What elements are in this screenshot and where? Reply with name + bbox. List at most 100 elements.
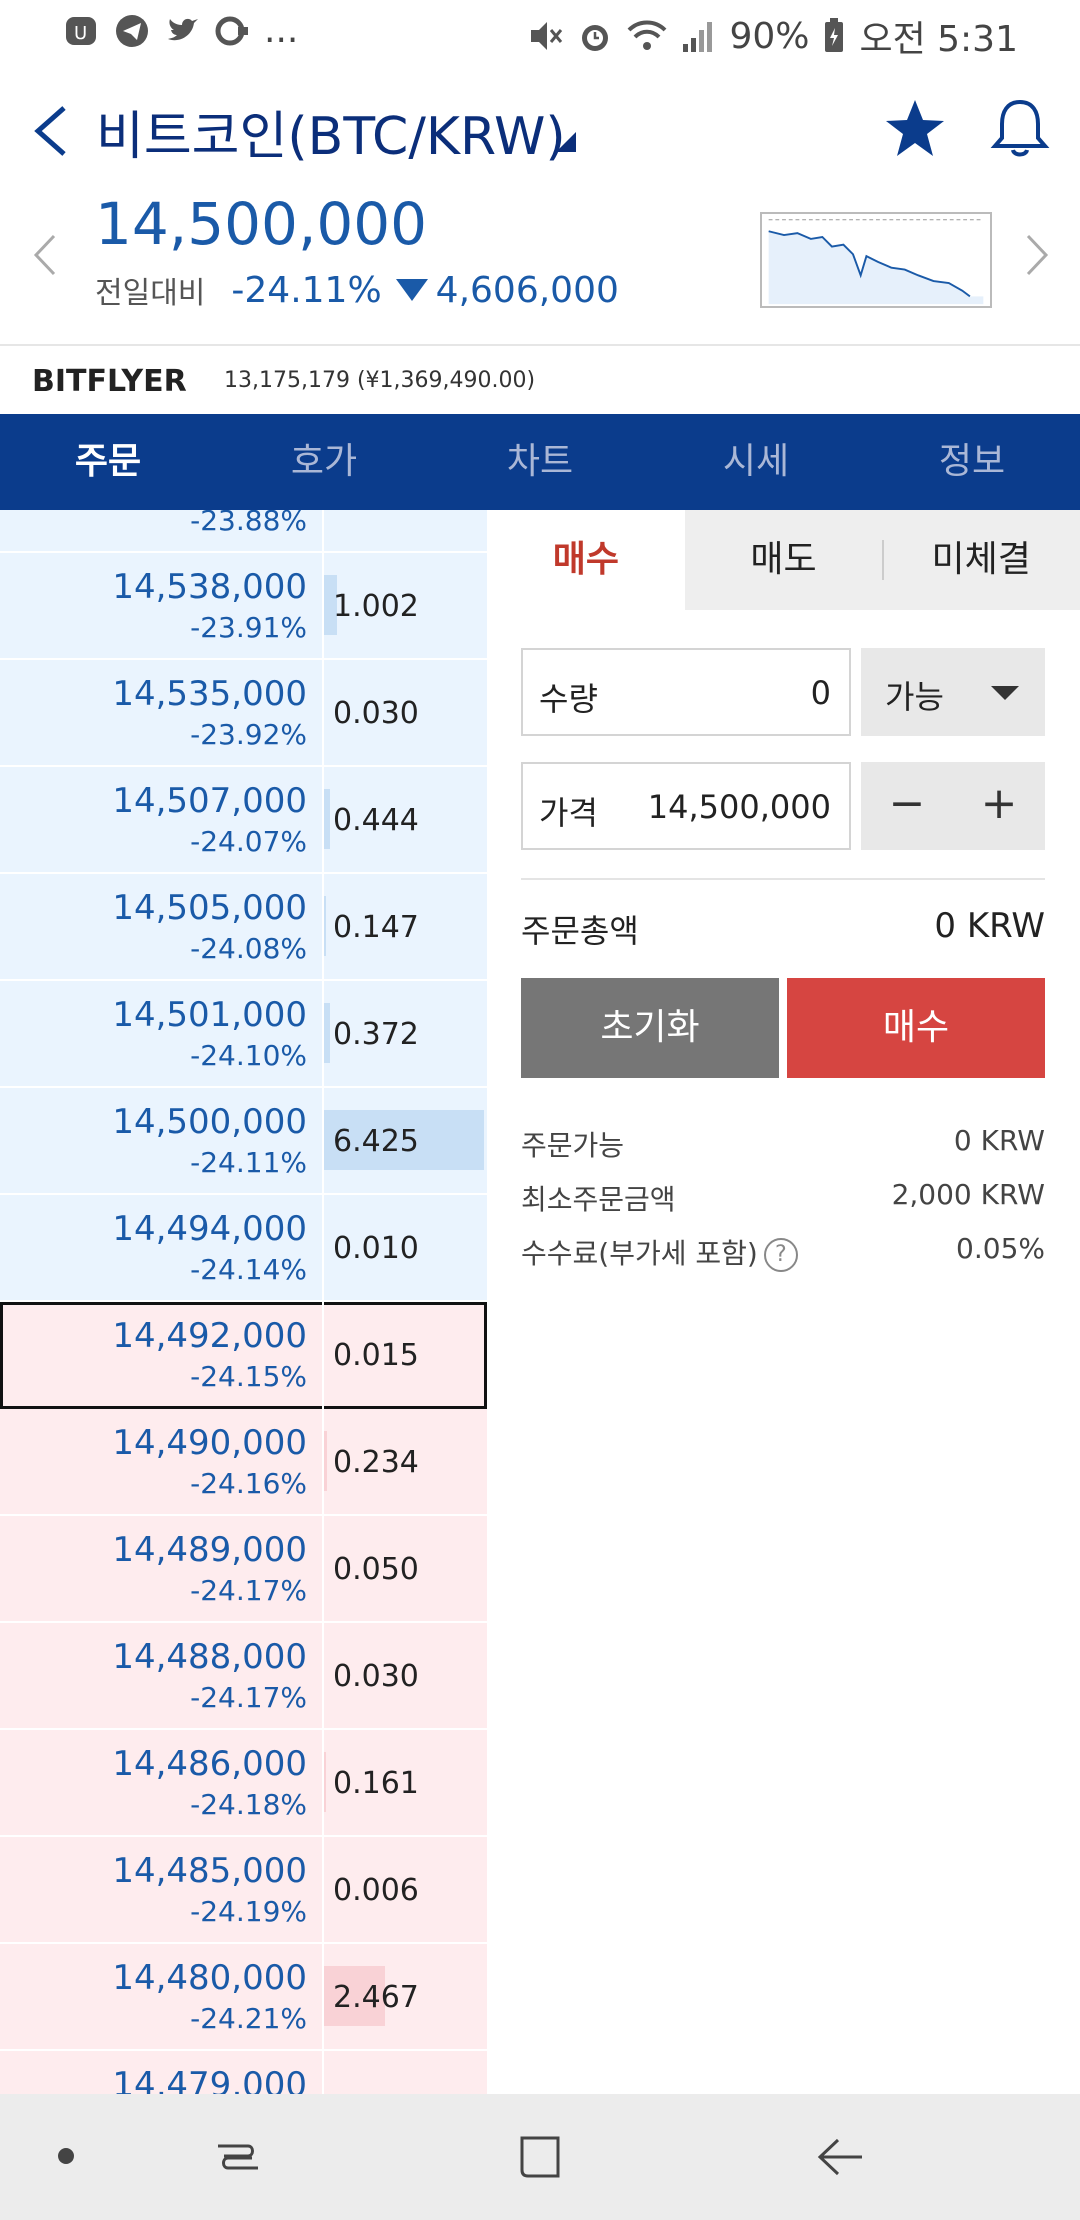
alarm-icon bbox=[582, 25, 609, 51]
order-book-row[interactable]: 14,505,000 -24.08% 0.147 bbox=[0, 874, 487, 981]
order-book-row[interactable]: 14,500,000 -24.11% 6.425 bbox=[0, 1088, 487, 1195]
order-price-percent: -24.10% bbox=[190, 1039, 307, 1072]
column-divider bbox=[322, 1088, 324, 1195]
order-quantity: 2.467 bbox=[333, 1980, 419, 2015]
quantity-value[interactable]: 0 bbox=[810, 674, 831, 712]
tab-chart[interactable]: 차트 bbox=[506, 441, 574, 482]
chevron-right-icon[interactable] bbox=[1022, 230, 1052, 280]
info-fee-value: 0.05% bbox=[956, 1232, 1045, 1265]
order-quantity: 0.015 bbox=[333, 1338, 419, 1373]
nav-dot-icon[interactable] bbox=[58, 2148, 74, 2164]
order-book-row[interactable]: 14,538,000 -23.91% 1.002 bbox=[0, 553, 487, 660]
info-min-order-label: 최소주문금액 bbox=[521, 1183, 676, 1216]
info-available-label: 주문가능 bbox=[521, 1129, 625, 1162]
order-quantity: 0.444 bbox=[333, 803, 419, 838]
home-icon[interactable] bbox=[512, 2132, 568, 2182]
order-book-row[interactable]: 14,480,000 -24.21% 2.467 bbox=[0, 1944, 487, 2051]
tab-orderbook[interactable]: 호가 bbox=[290, 441, 358, 482]
title-dropdown-icon[interactable] bbox=[556, 132, 576, 152]
svg-text:U: U bbox=[74, 23, 87, 44]
tab-info[interactable]: 정보 bbox=[938, 441, 1006, 482]
price-label: 가격 bbox=[539, 794, 598, 832]
order-book-row[interactable]: 14,488,000 -24.17% 0.030 bbox=[0, 1623, 487, 1730]
quantity-field[interactable]: 수량 0 bbox=[521, 648, 851, 736]
order-book-row[interactable]: 14,486,000 -24.18% 0.161 bbox=[0, 1730, 487, 1837]
price-value[interactable]: 14,500,000 bbox=[647, 788, 831, 826]
column-divider bbox=[322, 1302, 324, 1409]
down-arrow-icon bbox=[395, 279, 428, 301]
order-book-row[interactable]: 14,494,000 -24.14% 0.010 bbox=[0, 1195, 487, 1302]
wifi-icon bbox=[628, 20, 667, 50]
twitter-icon bbox=[168, 18, 198, 40]
order-price: 14,505,000 bbox=[112, 888, 307, 928]
order-book-partial-row: -23.88% bbox=[0, 510, 487, 553]
order-price: 14,489,000 bbox=[112, 1530, 307, 1570]
column-divider bbox=[322, 1409, 324, 1516]
tab-buy[interactable]: 매수 bbox=[487, 510, 685, 610]
coin-title[interactable]: 비트코인(BTC/KRW) bbox=[96, 107, 566, 167]
order-price: 14,535,000 bbox=[112, 674, 307, 714]
compare-label: 전일대비 bbox=[95, 276, 206, 311]
order-book-row[interactable]: 14,535,000 -23.92% 0.030 bbox=[0, 660, 487, 767]
order-price: 14,507,000 bbox=[112, 781, 307, 821]
available-select[interactable]: 가능 bbox=[861, 648, 1045, 736]
buy-button[interactable]: 매수 bbox=[787, 978, 1045, 1078]
chevron-left-icon[interactable] bbox=[30, 230, 60, 280]
tab-open-orders[interactable]: 미체결 bbox=[882, 510, 1080, 610]
quantity-bar bbox=[324, 575, 337, 635]
column-divider bbox=[322, 553, 324, 660]
order-price: 14,480,000 bbox=[112, 1958, 307, 1998]
order-book-row[interactable]: 14,479,000 bbox=[0, 2051, 487, 2094]
system-nav-bar bbox=[0, 2094, 1080, 2220]
status-more-indicator: ... bbox=[264, 10, 299, 51]
favorite-star-icon[interactable] bbox=[880, 94, 950, 164]
order-book-row[interactable]: 14,489,000 -24.17% 0.050 bbox=[0, 1516, 487, 1623]
column-divider bbox=[322, 1730, 324, 1837]
clock: 오전 5:31 bbox=[859, 19, 1018, 60]
order-price-percent: -24.16% bbox=[190, 1467, 307, 1500]
order-quantity: 6.425 bbox=[333, 1124, 419, 1159]
change-percent: -24.11% bbox=[231, 269, 382, 311]
recent-apps-icon[interactable] bbox=[210, 2132, 266, 2182]
order-price-percent: -24.11% bbox=[190, 1146, 307, 1179]
price-change: 전일대비 -24.11% 4,606,000 bbox=[95, 268, 619, 312]
main-tabs: 주문 호가 차트 시세 정보 bbox=[0, 414, 1080, 510]
back-icon[interactable] bbox=[24, 96, 84, 166]
reference-exchange: BITFLYER 13,175,179 (¥1,369,490.00) bbox=[0, 344, 1080, 414]
signal-icon bbox=[683, 22, 713, 52]
tab-separator bbox=[882, 540, 884, 580]
price-increase-button[interactable]: + bbox=[953, 762, 1045, 850]
help-icon[interactable]: ? bbox=[763, 1238, 798, 1272]
info-fee: 수수료(부가세 포함)? 0.05% bbox=[521, 1232, 1045, 1276]
order-price-percent: -24.17% bbox=[190, 1574, 307, 1607]
tab-market[interactable]: 시세 bbox=[722, 441, 790, 482]
order-book[interactable]: -23.88% 14,538,000 -23.91% 1.002 14,535,000… bbox=[0, 510, 487, 2094]
tab-sell[interactable]: 매도 bbox=[684, 510, 883, 610]
info-fee-label-wrap: 수수료(부가세 포함)? bbox=[521, 1232, 798, 1272]
battery-percent: 90% bbox=[729, 15, 810, 57]
order-book-row[interactable]: 14,507,000 -24.07% 0.444 bbox=[0, 767, 487, 874]
sync-icon bbox=[215, 16, 248, 45]
price-field[interactable]: 가격 14,500,000 bbox=[521, 762, 851, 850]
column-divider bbox=[322, 2051, 324, 2094]
reset-button[interactable]: 초기화 bbox=[521, 978, 779, 1078]
mini-price-chart[interactable] bbox=[760, 212, 992, 308]
order-book-row[interactable]: 14,485,000 -24.19% 0.006 bbox=[0, 1837, 487, 1944]
column-divider bbox=[322, 1195, 324, 1302]
price-decrease-button[interactable]: − bbox=[861, 762, 953, 850]
order-price-percent: -23.92% bbox=[190, 718, 307, 751]
column-divider bbox=[322, 1623, 324, 1730]
order-book-row[interactable]: 14,492,000 -24.15% 0.015 bbox=[0, 1302, 487, 1409]
reference-exchange-name: BITFLYER bbox=[32, 364, 187, 399]
tab-order[interactable]: 주문 bbox=[74, 441, 142, 482]
system-back-icon[interactable] bbox=[812, 2132, 868, 2182]
order-book-row[interactable]: 14,501,000 -24.10% 0.372 bbox=[0, 981, 487, 1088]
order-quantity: 0.006 bbox=[333, 1873, 419, 1908]
current-price: 14,500,000 bbox=[95, 190, 428, 258]
order-book-row[interactable]: 14,490,000 -24.16% 0.234 bbox=[0, 1409, 487, 1516]
column-divider bbox=[322, 1944, 324, 2051]
column-divider bbox=[322, 660, 324, 767]
bell-icon[interactable] bbox=[985, 94, 1055, 164]
quantity-bar bbox=[324, 1431, 328, 1491]
order-price: 14,501,000 bbox=[112, 995, 307, 1035]
